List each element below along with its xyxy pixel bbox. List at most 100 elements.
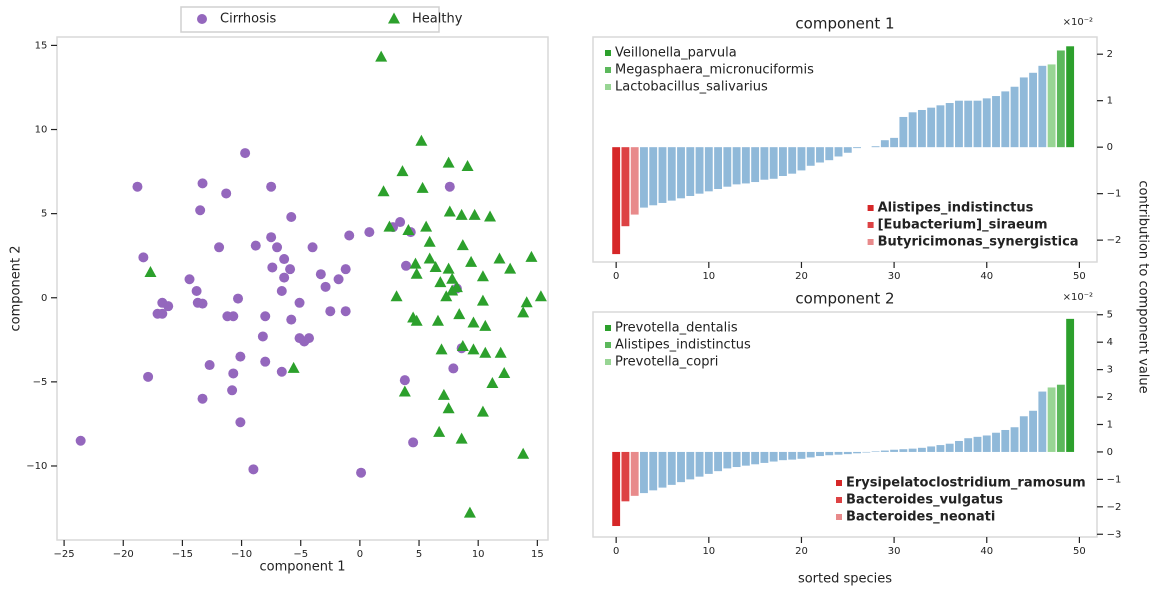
bar	[825, 147, 834, 161]
bar	[695, 451, 704, 477]
legend-swatch	[605, 67, 611, 73]
bar	[1001, 429, 1010, 452]
bar	[955, 440, 963, 452]
data-point	[195, 205, 206, 216]
legend-swatch	[605, 84, 611, 90]
data-point	[409, 257, 422, 269]
data-point	[315, 269, 326, 280]
bar	[667, 147, 676, 201]
data-point	[486, 377, 499, 389]
data-point	[344, 230, 355, 241]
x-tick-label: 0	[613, 271, 619, 282]
x-tick-label: −5	[293, 549, 308, 560]
bar	[788, 147, 797, 174]
bar	[1029, 410, 1038, 452]
y-tick-label: 3	[1107, 365, 1113, 376]
data-point	[356, 467, 367, 478]
bar	[704, 451, 713, 474]
bar	[964, 438, 973, 452]
y-tick-label: 0	[1107, 447, 1113, 458]
data-point	[364, 227, 375, 238]
x-tick-label: 5	[416, 549, 422, 560]
data-point	[517, 306, 530, 318]
bar	[778, 147, 787, 176]
x-axis-label: sorted species	[798, 572, 892, 587]
bar	[640, 147, 648, 208]
chart-title: component 1	[795, 15, 894, 33]
bar	[927, 446, 936, 452]
bar	[621, 147, 630, 227]
bar	[667, 451, 676, 485]
bar	[936, 105, 945, 148]
data-point	[517, 447, 530, 459]
legend-label: Healthy	[412, 12, 463, 27]
bar	[973, 100, 982, 148]
data-point	[442, 156, 455, 168]
data-point	[476, 294, 489, 306]
data-point	[399, 375, 410, 386]
data-point	[240, 148, 251, 159]
bar	[769, 451, 778, 462]
data-point	[75, 435, 86, 446]
legend-swatch	[836, 514, 842, 520]
bar	[741, 147, 750, 184]
bar	[649, 451, 658, 491]
data-point	[455, 432, 468, 444]
bar	[677, 451, 685, 483]
y-tick-label: 5	[41, 209, 47, 220]
data-point	[144, 266, 157, 278]
bar	[1047, 64, 1056, 148]
y-tick-label: 1	[1107, 96, 1113, 107]
data-point	[333, 274, 344, 285]
bar	[658, 147, 667, 203]
x-tick-label: 30	[888, 271, 901, 282]
data-point	[257, 331, 268, 342]
legend-label: Erysipelatoclostridium_ramosum	[846, 476, 1086, 491]
data-point	[443, 205, 456, 217]
bar	[982, 435, 991, 452]
bar	[1010, 427, 1019, 452]
data-point	[440, 290, 453, 302]
plot-frame	[592, 36, 1098, 263]
legend-swatch	[867, 222, 874, 228]
bar	[806, 147, 815, 166]
y-tick-label: 0	[1107, 142, 1113, 153]
data-point	[401, 260, 412, 271]
data-point	[484, 210, 497, 222]
bar	[612, 147, 621, 255]
bar	[797, 147, 806, 171]
x-tick-label: −15	[172, 549, 193, 560]
data-point	[197, 178, 208, 189]
data-point	[235, 351, 246, 362]
data-point	[398, 385, 411, 397]
bar	[862, 451, 871, 453]
data-point	[423, 252, 436, 264]
data-point	[143, 371, 154, 382]
data-point	[279, 254, 290, 265]
bar	[732, 147, 741, 185]
bar	[899, 116, 908, 148]
legend-label: Lactobacillus_salivarius	[615, 80, 768, 95]
data-point	[340, 306, 351, 317]
bar	[1038, 65, 1047, 148]
y-axis-label: contribution to component value	[1136, 180, 1151, 393]
data-point	[163, 301, 174, 312]
data-point	[191, 286, 202, 297]
bar	[649, 147, 658, 206]
data-point	[423, 235, 436, 247]
data-point	[455, 208, 468, 220]
bar	[899, 449, 908, 452]
data-point	[375, 50, 388, 62]
y-tick-label: 4	[1107, 337, 1113, 348]
bar	[621, 451, 630, 502]
data-point	[448, 363, 459, 374]
bar	[751, 451, 760, 465]
legend-label: [Eubacterium]_siraeum	[878, 218, 1048, 233]
bar	[834, 451, 843, 455]
bar	[714, 451, 723, 472]
data-point	[456, 239, 469, 251]
data-point	[294, 297, 305, 308]
plot-frame	[56, 36, 549, 541]
legend-label: Butyricimonas_synergistica	[878, 235, 1079, 250]
